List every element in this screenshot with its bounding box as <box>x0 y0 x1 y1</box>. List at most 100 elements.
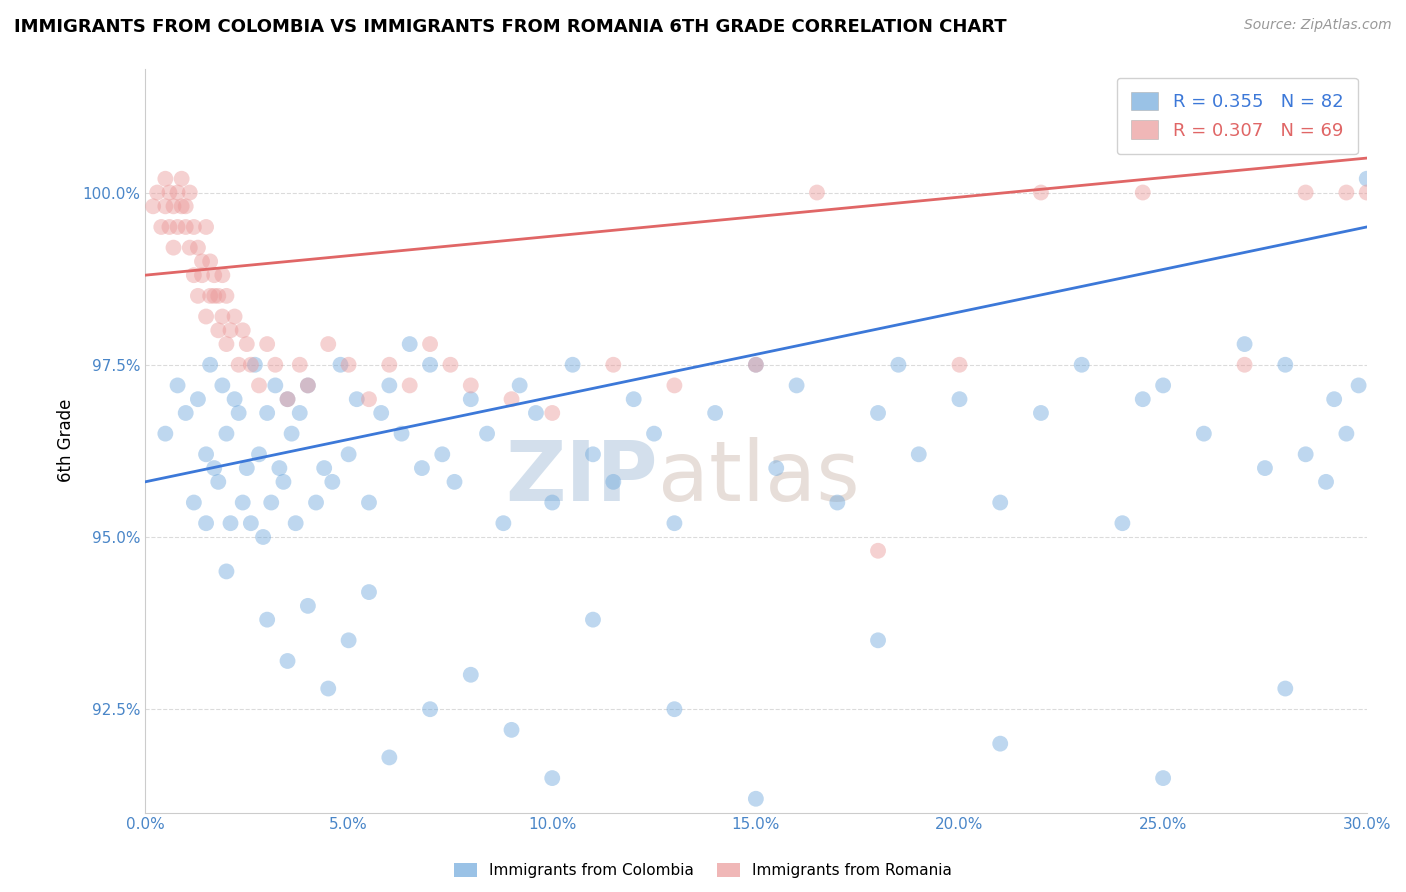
Point <box>1355 171 1378 186</box>
Point <box>276 392 298 407</box>
Point <box>232 323 254 337</box>
Point <box>541 406 564 420</box>
Point <box>1111 516 1133 531</box>
Point <box>211 310 233 324</box>
Point <box>170 171 193 186</box>
Point <box>391 426 413 441</box>
Point <box>501 723 523 737</box>
Point <box>155 199 177 213</box>
Point <box>541 771 564 785</box>
Point <box>1274 681 1296 696</box>
Point <box>378 378 401 392</box>
Point <box>195 447 218 461</box>
Point <box>236 461 259 475</box>
Point <box>1323 392 1346 407</box>
Point <box>273 475 295 489</box>
Point <box>321 475 343 489</box>
Point <box>1254 461 1277 475</box>
Point <box>439 358 461 372</box>
Point <box>166 219 188 234</box>
Point <box>252 530 274 544</box>
Point <box>174 406 197 420</box>
Point <box>297 378 319 392</box>
Point <box>443 475 465 489</box>
Point <box>207 323 229 337</box>
Point <box>228 358 250 372</box>
Point <box>432 447 454 461</box>
Point <box>207 475 229 489</box>
Point <box>1355 186 1378 200</box>
Point <box>1336 186 1358 200</box>
Point <box>191 254 214 268</box>
Point <box>460 667 482 681</box>
Point <box>162 241 184 255</box>
Text: atlas: atlas <box>658 437 860 518</box>
Point <box>866 543 889 558</box>
Point <box>202 461 225 475</box>
Point <box>183 219 205 234</box>
Point <box>664 702 686 716</box>
Point <box>162 199 184 213</box>
Point <box>155 426 177 441</box>
Point <box>948 392 970 407</box>
Point <box>948 358 970 372</box>
Point <box>1029 406 1052 420</box>
Point <box>297 599 319 613</box>
Point <box>765 461 787 475</box>
Point <box>988 495 1011 509</box>
Point <box>316 681 339 696</box>
Point <box>211 378 233 392</box>
Legend: R = 0.355   N = 82, R = 0.307   N = 69: R = 0.355 N = 82, R = 0.307 N = 69 <box>1116 78 1358 154</box>
Point <box>211 268 233 283</box>
Point <box>232 495 254 509</box>
Point <box>745 358 768 372</box>
Point <box>411 461 433 475</box>
Point <box>460 392 482 407</box>
Point <box>256 406 278 420</box>
Point <box>179 241 201 255</box>
Point <box>329 358 352 372</box>
Point <box>297 378 319 392</box>
Point <box>187 392 209 407</box>
Point <box>988 737 1011 751</box>
Point <box>745 358 768 372</box>
Point <box>247 378 270 392</box>
Point <box>166 378 188 392</box>
Point <box>269 461 291 475</box>
Point <box>806 186 828 200</box>
Point <box>198 289 221 303</box>
Legend: Immigrants from Colombia, Immigrants from Romania: Immigrants from Colombia, Immigrants fro… <box>449 857 957 884</box>
Point <box>215 337 238 351</box>
Point <box>1295 186 1317 200</box>
Point <box>582 613 605 627</box>
Point <box>378 358 401 372</box>
Point <box>202 289 225 303</box>
Point <box>256 337 278 351</box>
Point <box>419 337 441 351</box>
Point <box>378 750 401 764</box>
Point <box>170 199 193 213</box>
Point <box>370 406 392 420</box>
Point <box>219 323 242 337</box>
Point <box>174 219 197 234</box>
Point <box>357 585 380 599</box>
Point <box>704 406 727 420</box>
Point <box>276 654 298 668</box>
Point <box>1029 186 1052 200</box>
Text: Source: ZipAtlas.com: Source: ZipAtlas.com <box>1244 18 1392 32</box>
Point <box>155 171 177 186</box>
Point <box>907 447 929 461</box>
Point <box>174 199 197 213</box>
Point <box>264 378 287 392</box>
Point <box>1295 447 1317 461</box>
Point <box>236 337 259 351</box>
Point <box>1152 771 1174 785</box>
Point <box>419 358 441 372</box>
Point <box>284 516 307 531</box>
Point <box>541 495 564 509</box>
Point <box>866 406 889 420</box>
Point <box>219 516 242 531</box>
Point <box>346 392 368 407</box>
Point <box>827 495 849 509</box>
Point <box>166 186 188 200</box>
